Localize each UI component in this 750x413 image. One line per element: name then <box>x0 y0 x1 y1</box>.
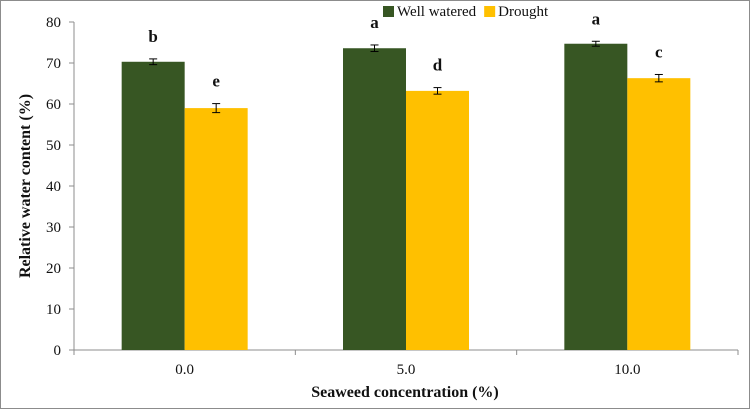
y-tick-label-0: 0 <box>54 343 62 359</box>
x-tick-label-10.0: 10.0 <box>614 362 640 378</box>
bar-well-watered-0.0 <box>121 61 185 351</box>
bar-drought-0.0 <box>184 108 248 350</box>
y-tick-label-20: 20 <box>46 261 61 277</box>
y-tick-label-50: 50 <box>46 138 61 154</box>
bar-well-watered-10.0 <box>564 43 628 350</box>
y-tick-label-30: 30 <box>46 220 61 236</box>
significance-label-drought-5.0: d <box>433 56 443 75</box>
bar-well-watered-5.0 <box>343 48 406 351</box>
legend-label-drought: Drought <box>498 4 549 20</box>
legend-label-well-watered: Well watered <box>397 4 477 20</box>
significance-label-well-watered-5.0: a <box>370 13 379 32</box>
y-tick-label-60: 60 <box>46 97 61 113</box>
x-tick-label-5.0: 5.0 <box>397 362 416 378</box>
y-tick-label-80: 80 <box>46 15 61 31</box>
y-axis-ticks: 0 10 20 30 40 50 60 70 80 <box>46 15 74 359</box>
bar-drought-10.0 <box>627 78 691 351</box>
x-axis-ticks: 0.0 5.0 10.0 <box>73 350 739 378</box>
legend: Well watered Drought <box>383 4 549 20</box>
significance-label-drought-10.0: c <box>655 42 663 61</box>
y-tick-label-70: 70 <box>46 56 61 72</box>
y-axis-title: Relative water content (%) <box>17 94 34 278</box>
x-tick-label-0.0: 0.0 <box>175 362 194 378</box>
legend-swatch-well-watered <box>383 6 394 17</box>
significance-label-well-watered-10.0: a <box>592 9 601 28</box>
y-tick-label-10: 10 <box>46 302 61 318</box>
bar-drought-5.0 <box>406 90 469 350</box>
significance-label-well-watered-0.0: b <box>148 27 157 46</box>
bars-group: b a a e d c <box>121 9 691 351</box>
x-axis-title: Seaweed concentration (%) <box>311 384 499 401</box>
significance-label-drought-0.0: e <box>212 72 220 91</box>
legend-swatch-drought <box>484 6 496 17</box>
y-tick-label-40: 40 <box>46 179 61 195</box>
